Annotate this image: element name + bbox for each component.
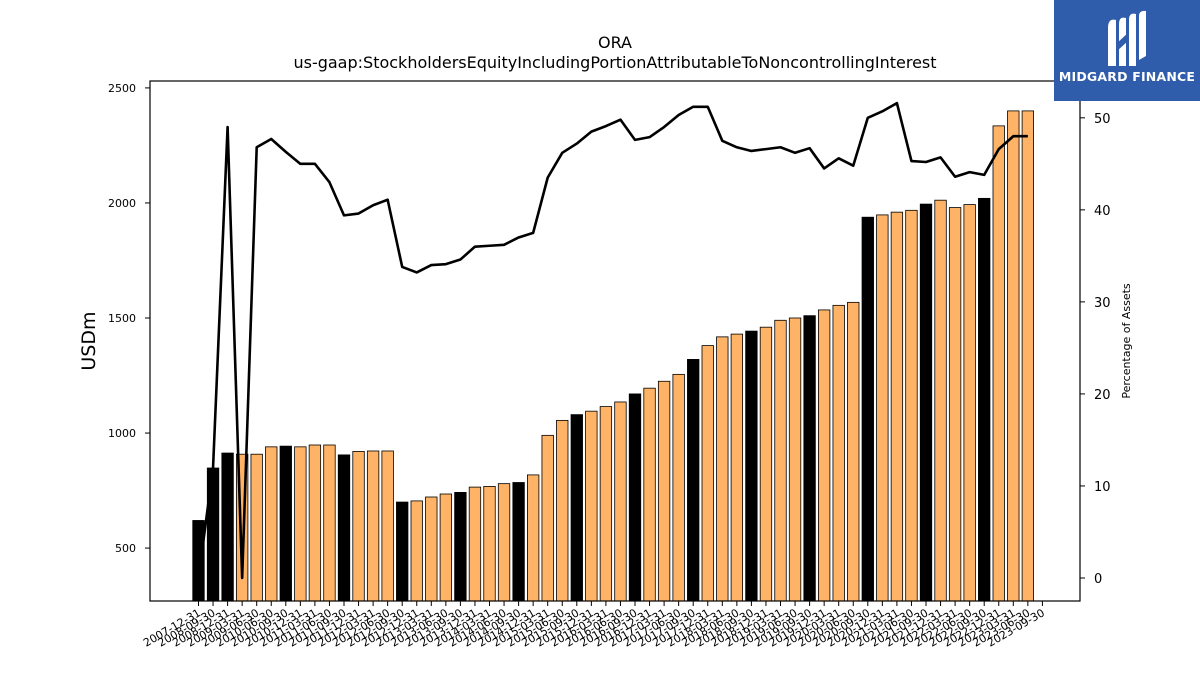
- bar: [439, 493, 453, 602]
- y-tick-label: 1000: [108, 427, 136, 440]
- bar: [410, 500, 423, 602]
- bar: [803, 315, 816, 602]
- bar: [614, 401, 627, 602]
- chart-subtitle: us-gaap:StockholdersEquityIncludingPorti…: [293, 53, 936, 72]
- bar: [454, 491, 467, 602]
- bar: [832, 304, 845, 602]
- midgard-m-logo-icon: [1108, 10, 1146, 67]
- bar: [323, 444, 336, 602]
- bar: [541, 434, 554, 602]
- logo-text: MIDGARD FINANCE: [1058, 69, 1196, 84]
- bar: [774, 319, 787, 602]
- plot-frame: [149, 80, 1081, 602]
- bar: [1021, 110, 1034, 602]
- bar: [483, 486, 496, 602]
- bar: [265, 446, 278, 602]
- bar: [337, 454, 351, 602]
- bar: [294, 446, 307, 602]
- bar: [425, 496, 438, 602]
- percentage-line: [197, 101, 1028, 580]
- bar: [396, 501, 409, 602]
- bar: [876, 214, 889, 602]
- y2-tick-label: 40: [1094, 204, 1111, 219]
- bar: [687, 359, 700, 602]
- bar: [730, 333, 743, 602]
- bar: [992, 125, 1005, 602]
- bar: [818, 309, 831, 602]
- bar: [1007, 110, 1020, 602]
- bar: [308, 444, 322, 602]
- bar: [919, 203, 933, 602]
- y-axis-label: USDm: [78, 311, 100, 370]
- bar: [192, 520, 205, 602]
- bar: [468, 486, 482, 602]
- y2-tick-label: 0: [1094, 572, 1102, 587]
- bar: [672, 373, 685, 602]
- bar: [948, 207, 962, 602]
- bar: [512, 482, 525, 602]
- bar: [847, 301, 860, 602]
- bar: [497, 483, 511, 602]
- y-tick-label: 2500: [108, 82, 136, 95]
- y-tick-label: 2000: [108, 197, 136, 210]
- bar: [643, 387, 656, 602]
- bar: [759, 326, 773, 602]
- y2-axis-label: Percentage of Assets: [1120, 283, 1133, 399]
- bar: [352, 451, 365, 602]
- bar: [657, 380, 671, 602]
- bar: [716, 336, 729, 602]
- bar: [599, 406, 613, 602]
- bar: [861, 216, 874, 602]
- y-tick-label: 1500: [108, 312, 136, 325]
- bar: [745, 330, 758, 602]
- bar: [701, 345, 714, 602]
- bar: [978, 197, 991, 602]
- bar: [527, 474, 540, 602]
- bar: [366, 450, 380, 602]
- chart-title: ORA: [598, 33, 632, 52]
- bar: [381, 450, 394, 602]
- bar: [890, 211, 904, 602]
- bar: [250, 453, 263, 602]
- bar: [570, 414, 583, 602]
- y2-tick-label: 10: [1094, 480, 1111, 495]
- bar: [963, 204, 976, 602]
- y2-tick-label: 50: [1094, 112, 1111, 127]
- bar: [221, 452, 234, 602]
- y2-tick-label: 20: [1094, 388, 1111, 403]
- bar: [628, 393, 642, 602]
- midgard-finance-logo: MIDGARD FINANCE: [1054, 0, 1200, 101]
- bar: [585, 410, 598, 602]
- bar: [206, 467, 220, 602]
- bar: [279, 445, 292, 602]
- bar: [934, 199, 947, 602]
- bar: [556, 419, 569, 602]
- bar: [788, 317, 802, 602]
- bar: [905, 209, 918, 602]
- y2-tick-label: 30: [1094, 296, 1111, 311]
- y-tick-label: 500: [115, 542, 136, 555]
